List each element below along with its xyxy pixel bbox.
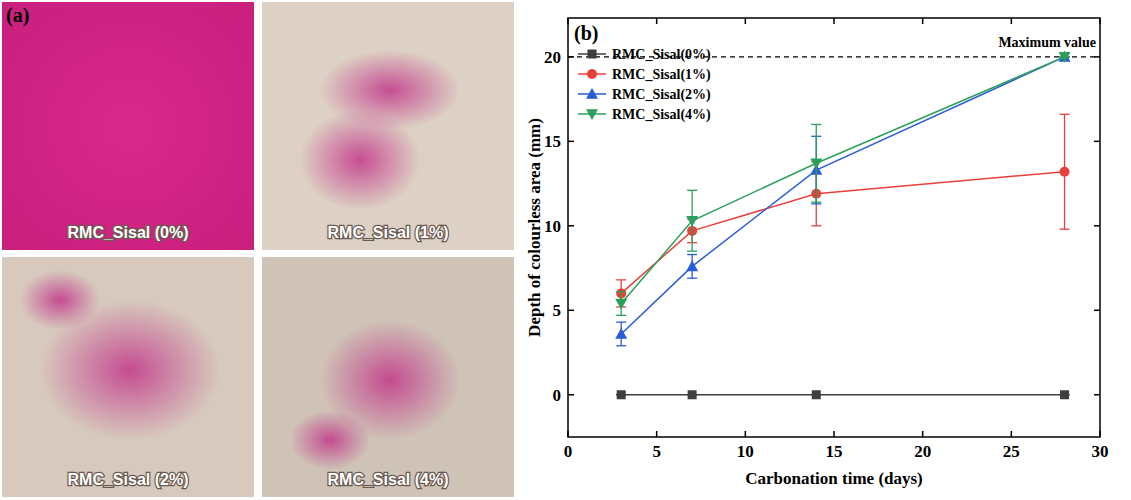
error-cap — [687, 254, 697, 255]
photo: RMC_Sisal (2%) — [2, 257, 254, 497]
x-tick — [656, 431, 658, 437]
legend-marker — [586, 88, 598, 99]
y-tick-label: 10 — [544, 217, 561, 236]
y-tick-label: 5 — [553, 301, 562, 320]
error-cap — [616, 345, 626, 346]
error-cap — [687, 251, 697, 252]
legend-marker — [586, 109, 598, 120]
error-cap — [1060, 229, 1070, 230]
y-tick-right — [1094, 225, 1100, 227]
legend: RMC_Sisal(0%) RMC_Sisal(1%) RMC_Sisal(2%) R… — [578, 47, 711, 123]
plot-frame — [568, 18, 1100, 437]
x-tick — [922, 431, 924, 437]
x-tick — [833, 431, 835, 437]
x-axis-title: Carbonation time (days) — [745, 469, 923, 488]
y-tick-label: 20 — [544, 48, 561, 67]
error-cap — [616, 315, 626, 316]
y-tick-right — [1094, 394, 1100, 396]
pink-stain — [300, 110, 420, 210]
y-axis-title: Depth of colourless area (mm) — [525, 118, 544, 337]
data-point — [686, 260, 698, 271]
legend-label: RMC_Sisal(4%) — [612, 107, 711, 123]
error-bar — [687, 255, 697, 279]
error-cap — [616, 321, 626, 322]
y-tick-label: 0 — [553, 386, 562, 405]
x-tick-label: 20 — [914, 442, 931, 461]
x-tick-label: 30 — [1092, 442, 1109, 461]
error-cap — [687, 190, 697, 191]
data-point — [615, 328, 627, 339]
photo-ground — [2, 2, 254, 250]
data-point — [1060, 167, 1070, 177]
y-tick-label: 15 — [544, 132, 561, 151]
x-tick-top — [656, 18, 658, 24]
legend-label: RMC_Sisal(2%) — [612, 87, 711, 103]
error-cap — [1060, 114, 1070, 115]
y-tick — [568, 225, 574, 227]
legend-label: RMC_Sisal(1%) — [612, 67, 711, 83]
x-tick-label: 15 — [826, 442, 843, 461]
error-cap — [616, 279, 626, 280]
photo-ground — [2, 257, 254, 497]
x-tick-top — [745, 18, 747, 24]
y-tick — [568, 394, 574, 396]
error-cap — [811, 203, 821, 204]
photo-label: RMC_Sisal (4%) — [328, 471, 449, 488]
error-bar — [687, 190, 697, 251]
series-line — [621, 172, 1064, 294]
photo-ground — [262, 257, 514, 497]
y-tick-right — [1094, 310, 1100, 312]
legend-marker — [588, 50, 597, 59]
panel-letter: (b) — [574, 22, 598, 45]
x-tick-label: 25 — [1003, 442, 1020, 461]
data-point — [617, 390, 626, 399]
error-cap — [811, 124, 821, 125]
legend-label: RMC_Sisal(0%) — [612, 47, 711, 63]
y-tick — [568, 310, 574, 312]
pink-stain — [290, 410, 370, 470]
data-point — [810, 158, 822, 169]
x-tick-label: 0 — [564, 442, 573, 461]
y-tick-right — [1094, 141, 1100, 143]
x-tick-top — [1011, 18, 1013, 24]
x-tick — [1011, 431, 1013, 437]
figure: RMC_Sisal (0%) RMC_Sisal (1%) RMC_Sisal (2… — [0, 0, 1131, 500]
x-tick-top — [833, 18, 835, 24]
photo-label: RMC_Sisal (1%) — [328, 224, 449, 241]
error-cap — [616, 291, 626, 292]
photo-label: RMC_Sisal (2%) — [68, 471, 189, 488]
error-cap — [687, 278, 697, 279]
x-tick-top — [1099, 18, 1101, 24]
x-tick — [745, 431, 747, 437]
x-tick-label: 10 — [737, 442, 754, 461]
annotation-label: Maximum value — [998, 35, 1096, 50]
data-point — [688, 390, 697, 399]
x-tick-top — [567, 18, 569, 24]
data-point — [1059, 52, 1071, 63]
error-bar — [616, 322, 626, 346]
x-tick-top — [922, 18, 924, 24]
data-layer — [568, 51, 1100, 399]
x-tick-label: 5 — [652, 442, 661, 461]
legend-marker — [587, 69, 597, 79]
data-point — [1060, 390, 1069, 399]
error-bar — [1060, 114, 1070, 229]
photo-label: RMC_Sisal (0%) — [68, 224, 189, 241]
photo-ground — [262, 2, 514, 250]
data-point — [812, 390, 821, 399]
photo: RMC_Sisal (1%) — [262, 2, 514, 250]
x-tick — [1099, 431, 1101, 437]
error-cap — [811, 202, 821, 203]
photo: RMC_Sisal (4%) — [262, 257, 514, 497]
panel-letter: (a) — [6, 4, 29, 27]
error-bar — [616, 292, 626, 316]
data-point — [686, 216, 698, 227]
photo: RMC_Sisal (0%) — [2, 2, 254, 250]
error-cap — [811, 225, 821, 226]
x-tick — [567, 431, 569, 437]
error-bar — [811, 124, 821, 202]
data-point — [615, 299, 627, 310]
y-tick — [568, 141, 574, 143]
pink-stain — [20, 270, 100, 330]
